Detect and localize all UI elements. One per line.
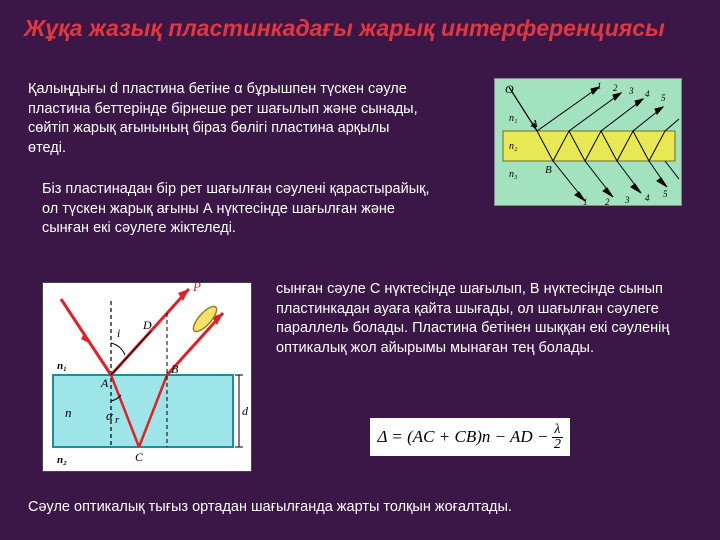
label-C: C xyxy=(135,450,144,464)
top-num-4: 4 xyxy=(645,89,650,99)
paragraph-3: сынған сәуле С нүктесінде шағылып, В нүк… xyxy=(276,280,696,358)
label-B: B xyxy=(171,362,179,376)
bot-num-5: 5 xyxy=(663,189,668,199)
label-B: B xyxy=(545,164,552,176)
top-num-3: 3 xyxy=(628,86,634,96)
label-n: n xyxy=(65,405,72,420)
angle-i-arc xyxy=(111,343,125,355)
label-O: O xyxy=(505,82,514,96)
label-n2: n₂ xyxy=(57,454,67,466)
top-num-2: 2 xyxy=(613,83,618,93)
figure-single-reflection: P D A B C i r d n n₁ n₂ xyxy=(42,282,252,472)
optical-path-formula: Δ = (AC + CB)n − AD − λ 2 xyxy=(370,418,570,456)
label-n1: n₁ xyxy=(509,113,517,124)
label-n3: n₃ xyxy=(509,169,518,180)
bot-num-3: 3 xyxy=(624,195,630,205)
label-i: i xyxy=(117,326,120,340)
label-A: A xyxy=(530,118,538,130)
formula-fraction: λ 2 xyxy=(552,423,562,452)
paragraph-2: Біз пластинадан бір рет шағылған сәулені… xyxy=(42,180,442,239)
top-outgoing-rays xyxy=(537,87,679,131)
bot-num-4: 4 xyxy=(645,193,650,203)
label-P: P xyxy=(192,283,201,294)
plate-rect xyxy=(503,131,675,161)
bot-num-1: 1 xyxy=(583,197,588,207)
alpha-label: α xyxy=(106,408,113,424)
formula-numerator: λ xyxy=(552,423,562,438)
figure-multiple-reflection: O A B n₁ n₂ n₃ 1 2 3 4 5 1 2 3 4 5 xyxy=(494,78,682,206)
paragraph-1: Қалыңдығы d пластина бетіне α бұрышпен т… xyxy=(28,80,428,158)
top-num-1: 1 xyxy=(597,81,602,91)
label-r: r xyxy=(115,414,120,426)
label-D: D xyxy=(142,318,152,332)
top-num-5: 5 xyxy=(661,93,666,103)
formula-denominator: 2 xyxy=(554,438,561,452)
paragraph-4: Сәуле оптикалық тығыз ортадан шағылғанда… xyxy=(28,498,668,518)
label-d: d xyxy=(242,404,249,418)
bot-num-2: 2 xyxy=(605,197,610,207)
page-title: Жұқа жазық пластинкадағы жарық интерфере… xyxy=(0,0,720,53)
label-A: A xyxy=(100,376,109,390)
bottom-outgoing-rays xyxy=(553,161,679,201)
label-n1: n₁ xyxy=(57,360,67,372)
formula-left: Δ = (AC + CB)n − AD − xyxy=(377,427,548,447)
label-n2: n₂ xyxy=(509,141,518,152)
